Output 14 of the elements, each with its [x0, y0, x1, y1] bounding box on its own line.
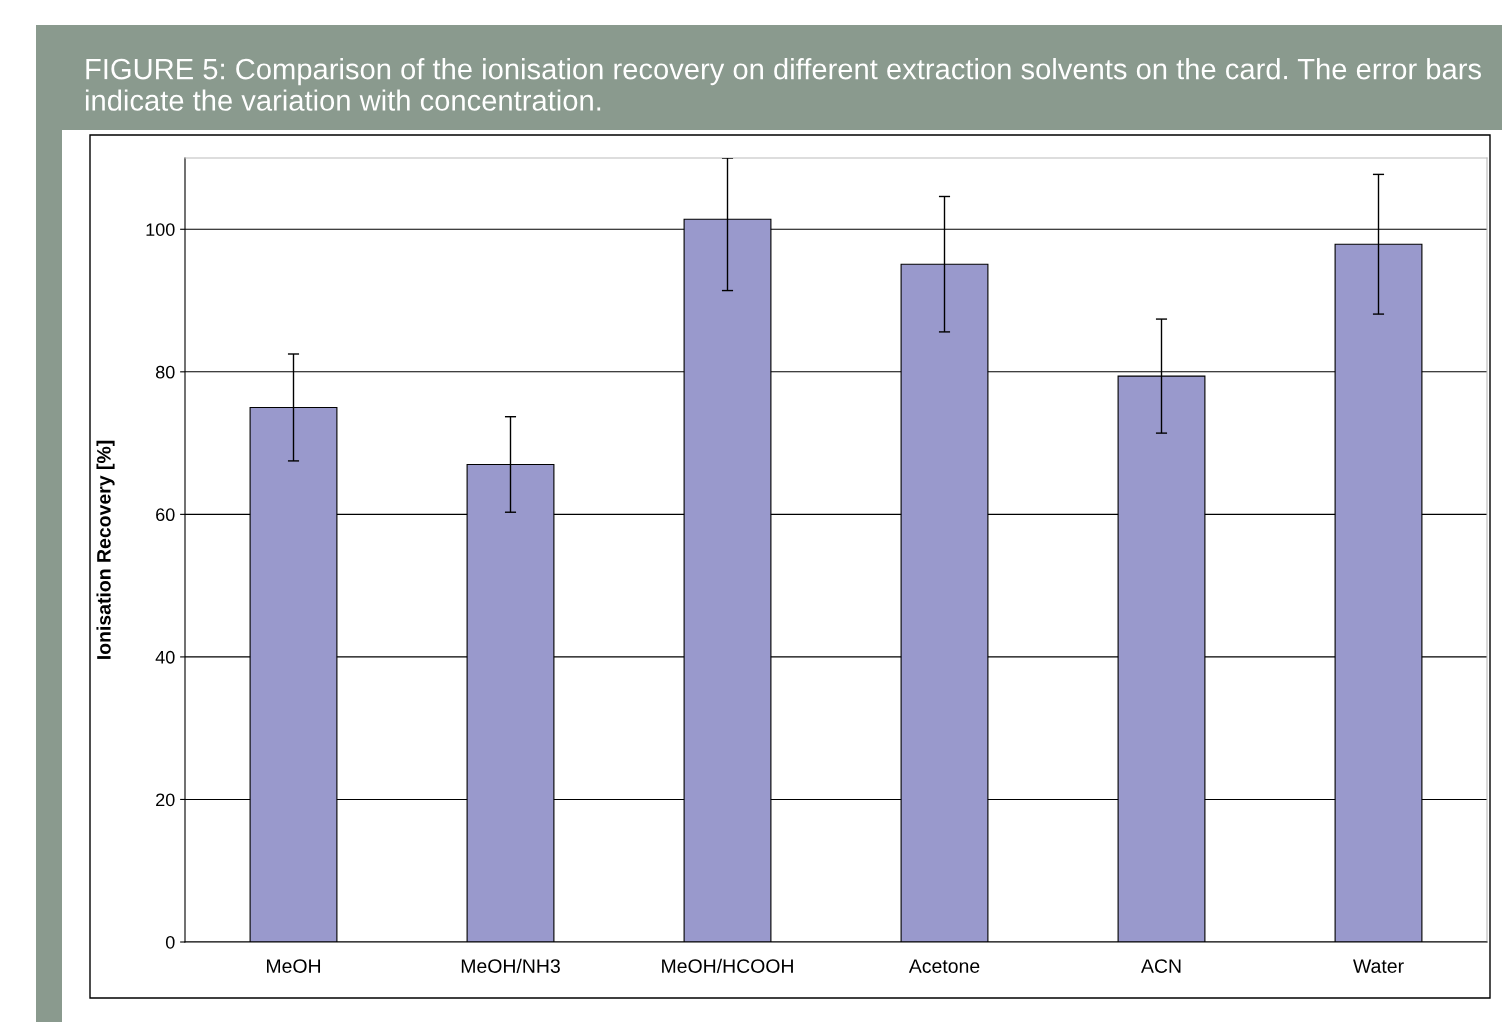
x-tick-label: Acetone: [908, 959, 980, 973]
x-tick-label: Water: [1353, 959, 1404, 973]
y-tick-label: 40: [155, 650, 175, 664]
y-tick-label: 60: [156, 508, 175, 522]
y-axis-title: Ionisation Recovery [%]: [96, 440, 115, 659]
x-tick-label: MeOH: [267, 959, 320, 973]
y-tick-label: 100: [146, 223, 175, 236]
x-tick-label: MeOH/NH3: [461, 958, 560, 973]
chart-title: FIGURE 5: Comparison of the ionisation recovery on different extraction solvents on the card. The error bars indicate the variation with concentration.: [85, 58, 1481, 111]
y-tick-label: 80: [155, 365, 175, 379]
x-tick-label: MeOH/HCOOH: [662, 958, 793, 973]
y-tick-label: 0: [165, 935, 175, 949]
y-tick-label: 20: [156, 793, 175, 807]
x-tick-label: ACN: [1141, 959, 1181, 973]
